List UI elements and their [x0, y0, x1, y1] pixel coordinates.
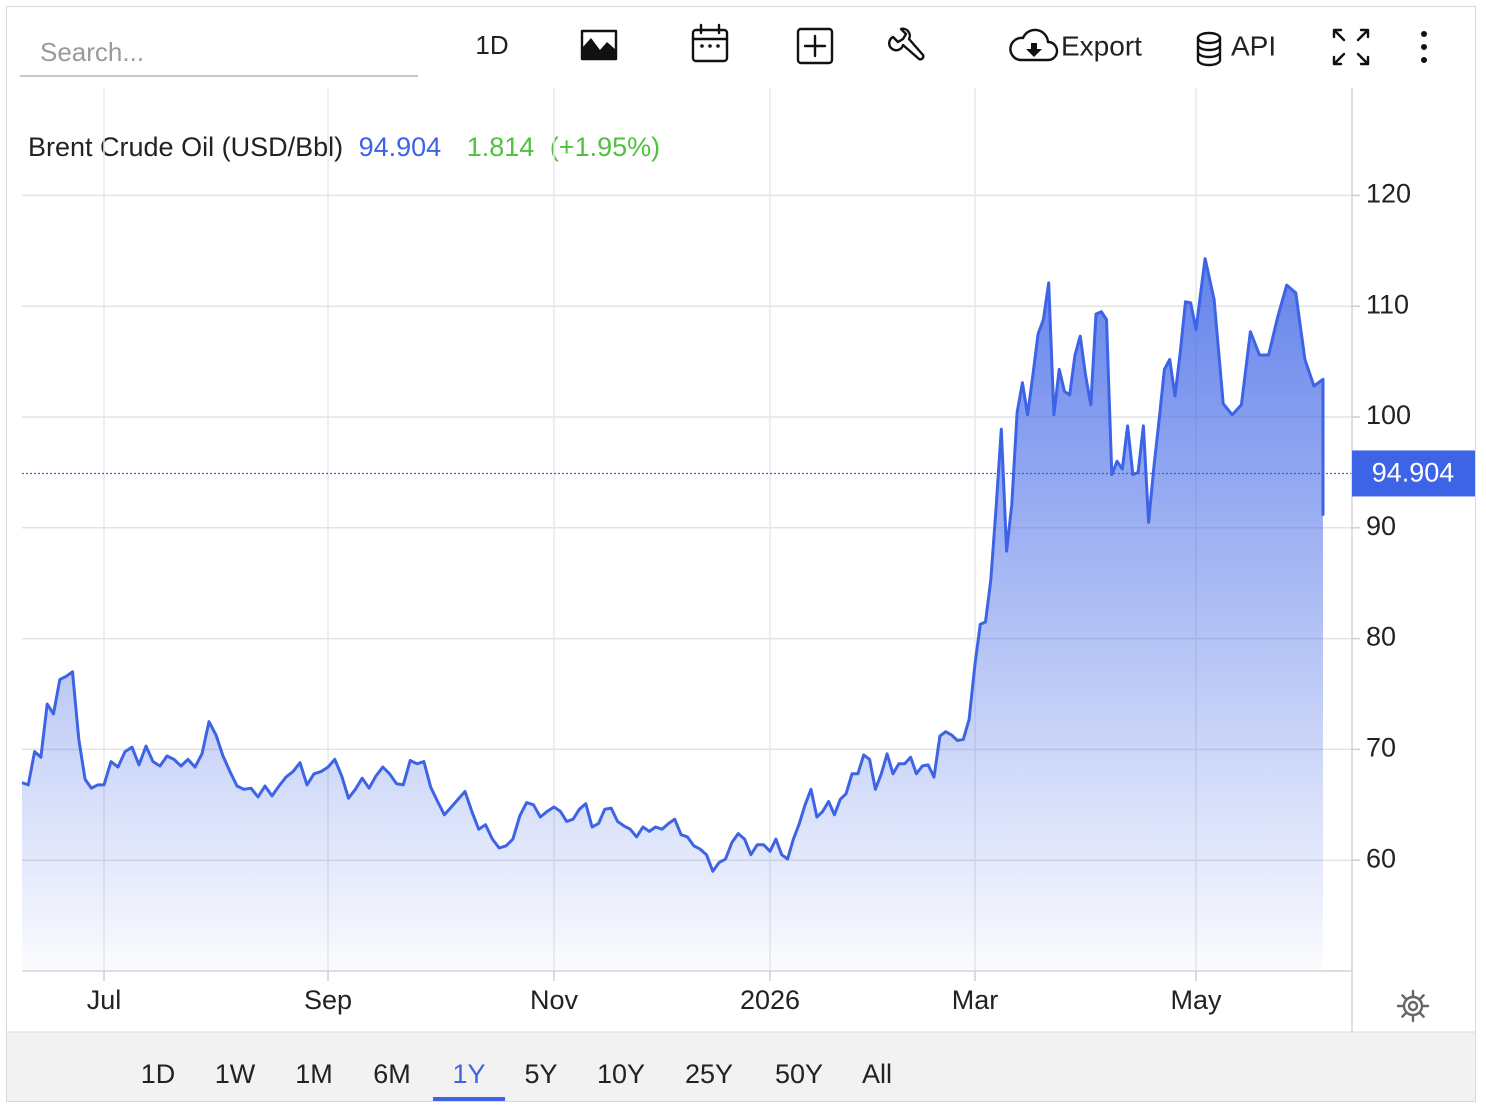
y-tick-label: 110: [1366, 289, 1409, 319]
area-fill: [22, 258, 1323, 972]
series-name: Brent Crude Oil (USD/Bbl): [28, 132, 343, 162]
range-button[interactable]: 1W: [215, 1059, 256, 1089]
y-tick-label: 100: [1366, 400, 1411, 430]
last-price: 94.904: [359, 132, 442, 162]
y-tick-label: 90: [1366, 511, 1396, 541]
chart-type-icon[interactable]: [580, 29, 618, 61]
settings-wrench-icon[interactable]: [888, 27, 925, 61]
fullscreen-icon[interactable]: [1332, 28, 1370, 66]
range-button[interactable]: 1D: [141, 1059, 176, 1089]
x-tick-label: Jul: [87, 985, 122, 1015]
api-button[interactable]: API: [1231, 30, 1276, 61]
y-tick-label: 70: [1366, 733, 1396, 763]
api-icon[interactable]: [1196, 31, 1222, 67]
range-selected-underline: [433, 1097, 505, 1101]
last-value-tag: [1352, 450, 1475, 497]
x-tick-label: May: [1170, 985, 1222, 1015]
chart-settings-icon[interactable]: [1396, 989, 1430, 1023]
range-button-selected[interactable]: 1Y: [452, 1059, 485, 1089]
x-tick-label: Mar: [952, 985, 999, 1015]
chart-header: Brent Crude Oil (USD/Bbl) 94.904 1.814 (…: [28, 132, 660, 162]
price-change-percent: (+1.95%): [550, 132, 660, 162]
y-tick-label: 60: [1366, 843, 1396, 873]
axes: 60 70 80 90 100 110 120 Jul Sep Nov 2026 Mar May 94.9…: [22, 88, 1475, 1032]
calendar-icon[interactable]: [691, 23, 729, 63]
y-tick-label: 120: [1366, 179, 1411, 209]
export-button[interactable]: Export: [1061, 30, 1142, 61]
range-button[interactable]: 50Y: [775, 1059, 823, 1089]
last-value-label: 94.904: [1372, 458, 1455, 488]
range-bar: [7, 1032, 1475, 1101]
range-button[interactable]: 6M: [373, 1059, 411, 1089]
price-change: 1.814: [467, 132, 535, 162]
range-button[interactable]: 5Y: [524, 1059, 557, 1089]
x-tick-label: Sep: [304, 985, 352, 1015]
more-menu-icon[interactable]: [1421, 31, 1427, 63]
x-tick-label: Nov: [530, 985, 579, 1015]
y-tick-label: 80: [1366, 622, 1396, 652]
plot: [21, 257, 1352, 972]
range-button[interactable]: All: [862, 1059, 892, 1089]
range-buttons: 1D 1W 1M 6M 1Y 5Y 10Y 25Y 50Y All: [141, 1059, 892, 1101]
interval-button[interactable]: 1D: [475, 30, 508, 60]
range-button[interactable]: 25Y: [685, 1059, 733, 1089]
compare-icon[interactable]: [796, 27, 834, 65]
export-icon[interactable]: [1009, 28, 1059, 62]
x-tick-label: 2026: [740, 985, 800, 1015]
search-input[interactable]: Search...: [40, 37, 144, 67]
range-button[interactable]: 1M: [295, 1059, 333, 1089]
range-button[interactable]: 10Y: [597, 1059, 645, 1089]
